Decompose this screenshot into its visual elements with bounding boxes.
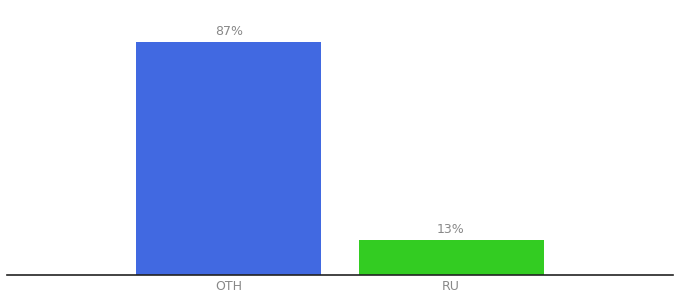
Bar [358, 240, 543, 274]
Text: 87%: 87% [215, 25, 243, 38]
Bar [137, 42, 322, 274]
Text: 13%: 13% [437, 223, 465, 236]
